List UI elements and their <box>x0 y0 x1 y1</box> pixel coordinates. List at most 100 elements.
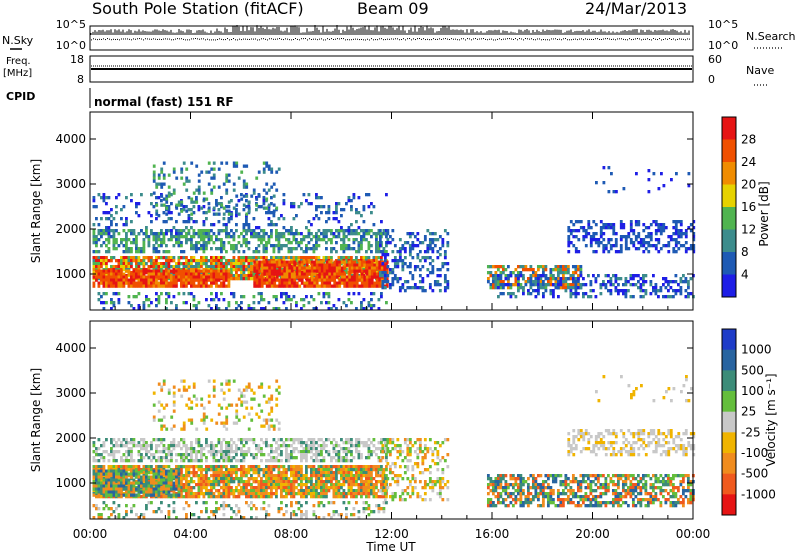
velocity-cell <box>260 459 263 463</box>
power-cell <box>677 232 681 236</box>
power-cell <box>222 206 226 210</box>
velocity-cell <box>107 459 111 463</box>
power-cell <box>335 272 339 276</box>
power-cell <box>622 289 625 293</box>
nsearch-dot <box>353 38 354 40</box>
power-cell <box>352 238 356 242</box>
power-cell <box>408 244 412 248</box>
velocity-cell <box>260 438 263 442</box>
power-cell <box>647 169 651 173</box>
power-cell <box>265 197 269 201</box>
velocity-cell <box>222 421 226 425</box>
power-cell <box>125 247 128 251</box>
velocity-cell <box>182 421 186 425</box>
power-cell <box>534 295 538 299</box>
power-cell <box>318 278 322 282</box>
nsearch-dot <box>409 38 410 40</box>
power-cell <box>428 271 432 275</box>
power-cell <box>692 247 696 251</box>
power-cell <box>446 268 450 272</box>
velocity-cell <box>277 421 281 425</box>
power-cell <box>672 247 676 251</box>
power-cell <box>225 269 228 273</box>
power-cell <box>107 272 111 276</box>
power-cell <box>220 250 223 254</box>
power-cell <box>544 289 548 293</box>
power-cell <box>438 253 442 257</box>
power-cell <box>152 250 156 254</box>
power-cell <box>135 238 138 242</box>
velocity-cell <box>312 459 316 463</box>
velocity-cell <box>110 453 113 457</box>
power-cell <box>607 250 611 254</box>
velocity-cell <box>237 388 241 392</box>
station-title: South Pole Station (fitACF) <box>92 0 304 18</box>
power-cell <box>436 283 440 287</box>
power-cell <box>531 274 535 278</box>
velocity-cell <box>347 441 351 445</box>
velocity-cell <box>235 421 239 425</box>
velocity-cell <box>380 438 383 442</box>
velocity-cell <box>307 447 311 451</box>
power-cell <box>378 238 382 242</box>
power-cell <box>190 256 193 260</box>
power-cell <box>386 253 390 257</box>
velocity-cell <box>167 388 171 392</box>
power-cell <box>127 278 131 282</box>
velocity-cell <box>237 459 241 463</box>
power-cell <box>272 295 276 299</box>
power-cell <box>283 263 287 267</box>
power-cell <box>117 265 121 269</box>
power-cell <box>446 244 450 248</box>
power-cell <box>584 232 588 236</box>
power-cell <box>97 259 101 263</box>
nsearch-dot <box>115 39 116 41</box>
nsearch-dot <box>213 39 214 41</box>
power-cell <box>147 275 151 279</box>
velocity-cell <box>200 453 203 457</box>
power-cell <box>338 263 342 267</box>
velocity-cell <box>222 459 226 463</box>
power-cell <box>227 232 231 236</box>
power-cell <box>122 278 126 282</box>
power-cell <box>564 277 568 281</box>
power-cell <box>250 265 253 269</box>
power-cell <box>494 286 498 290</box>
velocity-cell <box>235 415 239 419</box>
power-cell <box>242 256 246 260</box>
nsearch-dot <box>253 38 254 40</box>
power-cell <box>624 283 628 287</box>
power-cell <box>187 278 191 282</box>
power-cell <box>642 238 646 242</box>
power-cell <box>639 241 643 245</box>
nsearch-dot <box>609 38 610 40</box>
nsearch-dot <box>121 38 122 40</box>
power-cell <box>342 241 346 245</box>
power-cell <box>377 247 381 251</box>
nsearch-dot <box>571 39 572 41</box>
power-cell <box>147 269 151 273</box>
power-cell <box>378 263 382 267</box>
power-cell <box>217 265 221 269</box>
power-cell <box>383 256 387 260</box>
power-cell <box>323 281 327 285</box>
power-cell <box>127 238 131 242</box>
power-cell <box>277 256 281 260</box>
power-cell <box>557 286 560 290</box>
power-cell <box>172 275 176 279</box>
power-colorbar-tick: 4 <box>741 268 749 282</box>
power-cell <box>489 265 493 269</box>
power-cell <box>225 232 228 236</box>
power-cell <box>112 235 116 239</box>
power-cell <box>360 238 363 242</box>
power-cell <box>345 268 348 272</box>
velocity-cell <box>272 450 276 454</box>
power-cell <box>416 256 420 260</box>
power-cell <box>549 268 553 272</box>
power-cell <box>375 281 379 285</box>
nsearch-dot <box>247 38 248 40</box>
power-cell <box>360 275 364 279</box>
power-cell <box>170 278 173 282</box>
power-cell <box>177 232 181 236</box>
power-cell <box>554 268 558 272</box>
